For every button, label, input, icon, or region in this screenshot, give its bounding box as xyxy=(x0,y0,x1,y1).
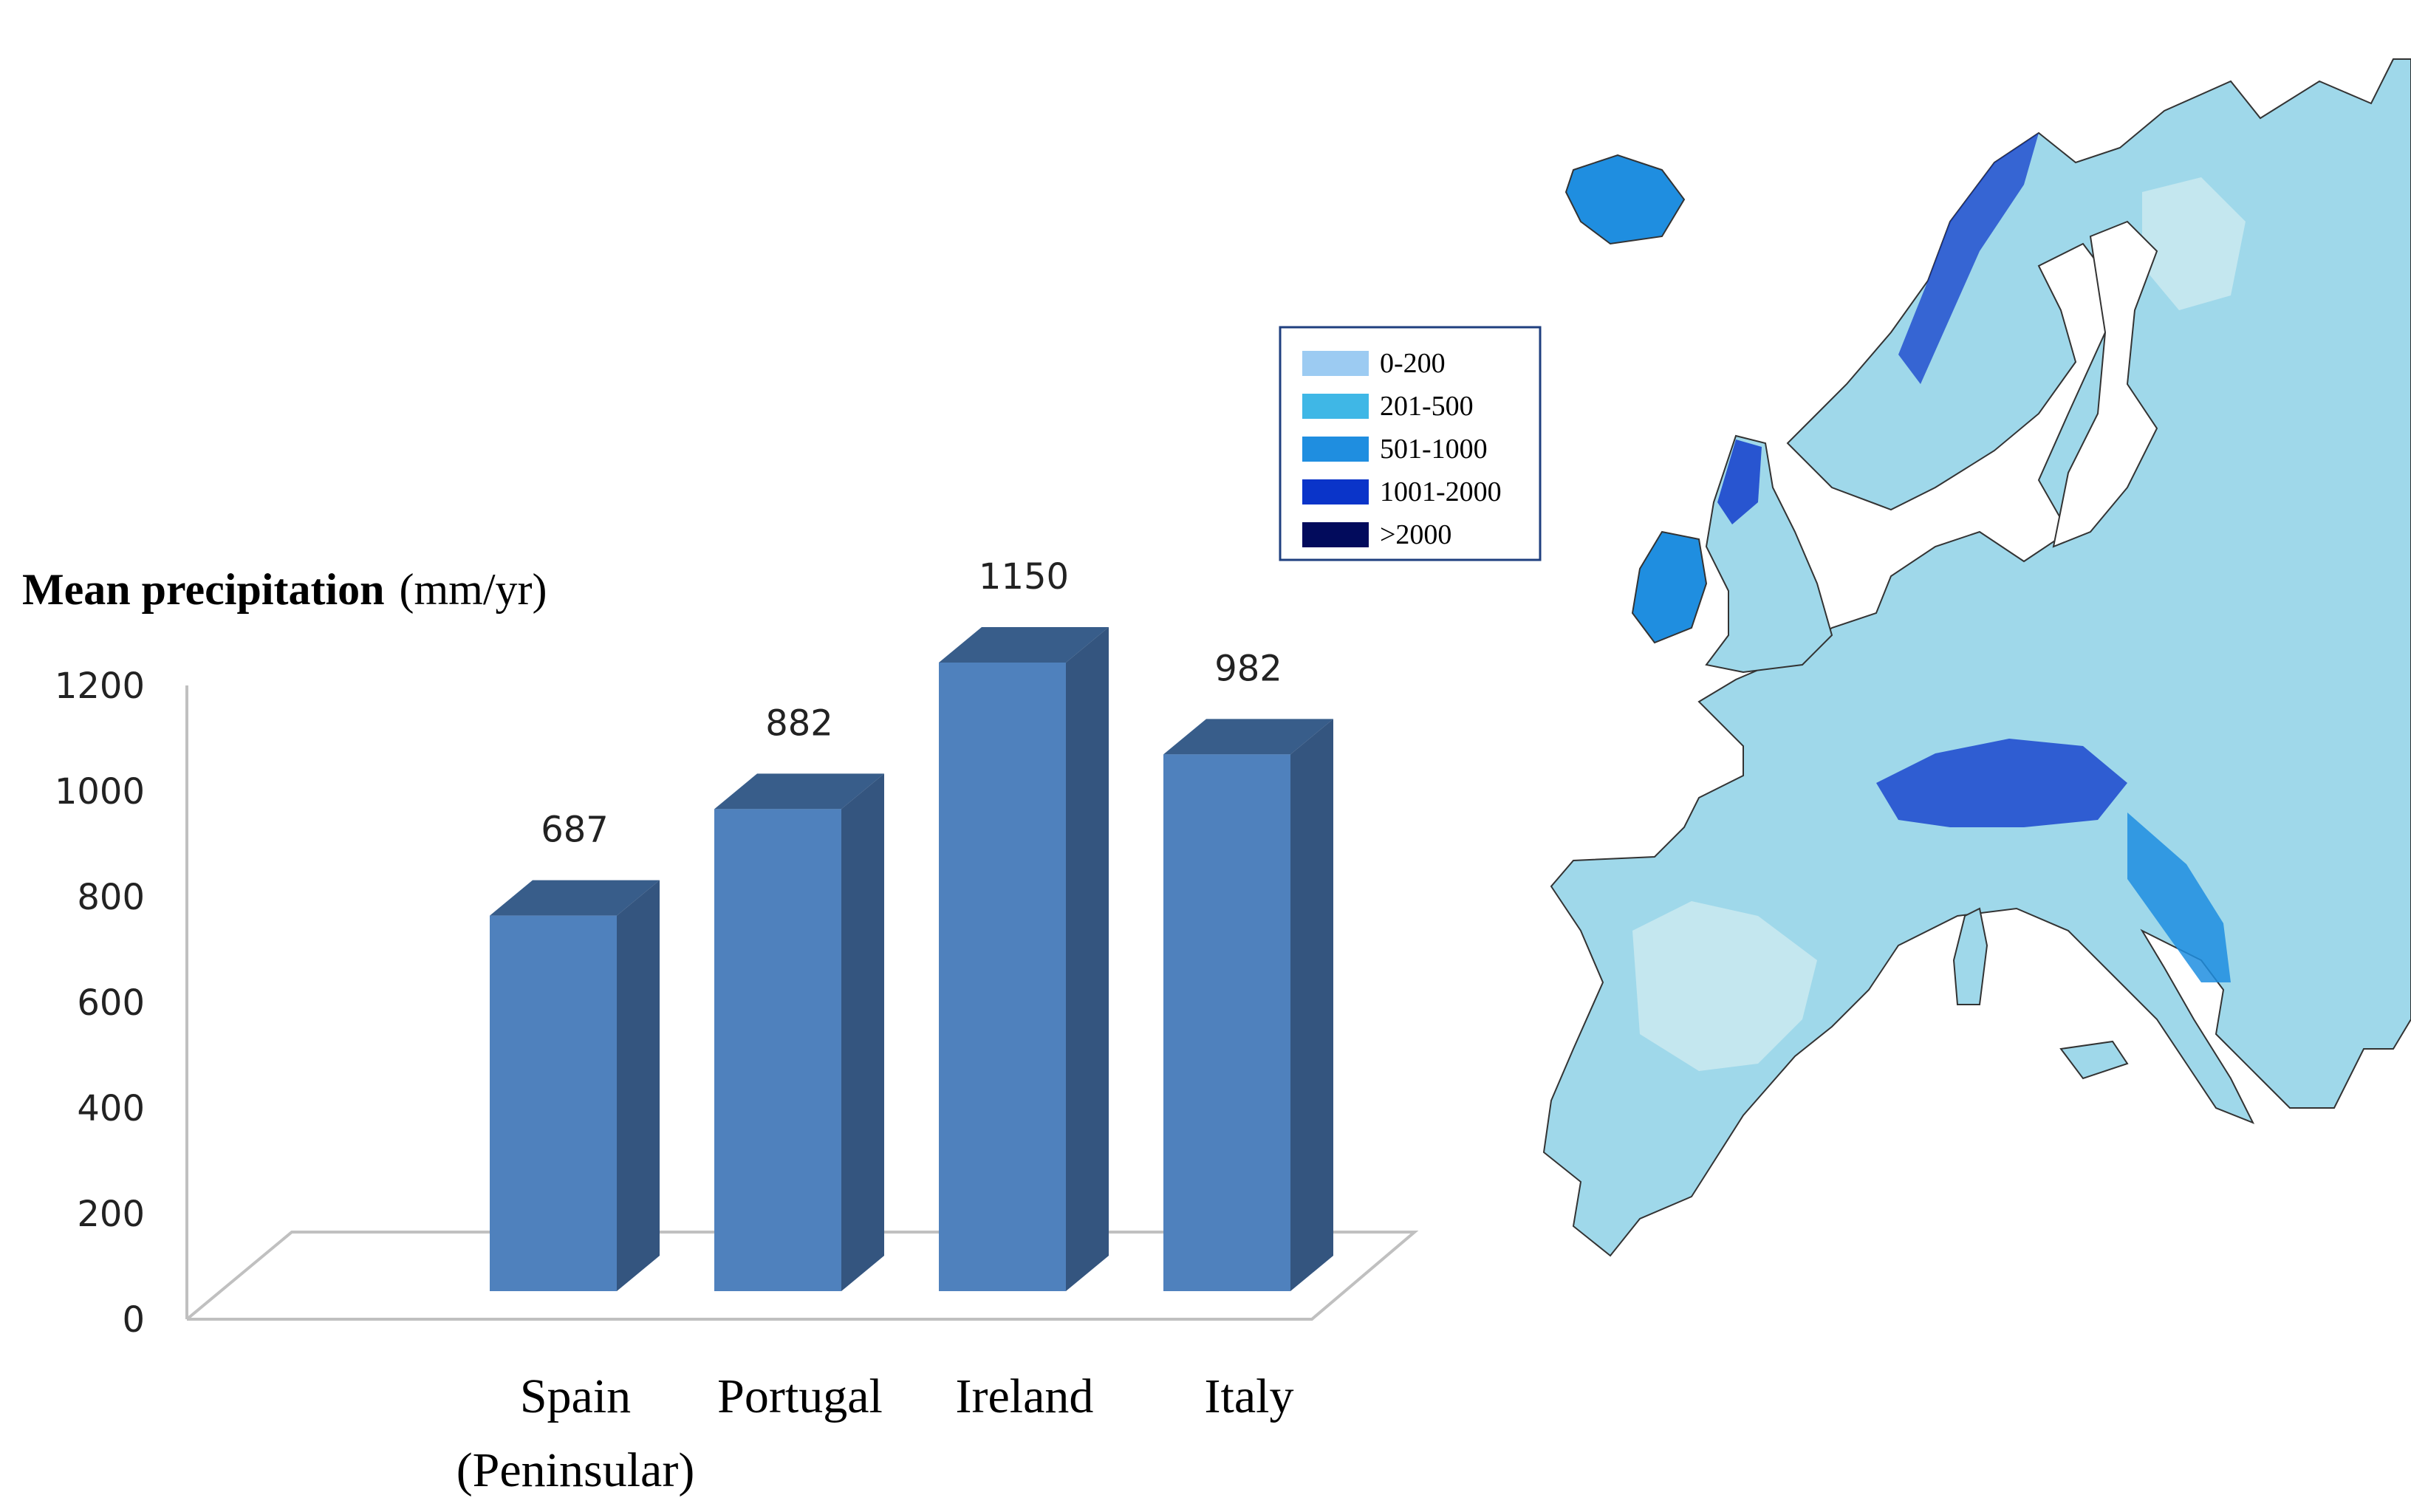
map-land-iceland xyxy=(1564,154,1686,245)
y-tick-labels: 0 200 400 600 800 1000 1200 xyxy=(55,666,145,1341)
y-tick-label: 400 xyxy=(77,1088,145,1129)
bar-top-face xyxy=(939,627,1109,663)
legend-label: 0-200 xyxy=(1380,348,1446,379)
map-land-corsica-sardinia xyxy=(1952,907,1988,1005)
legend-swatch xyxy=(1302,479,1369,504)
chart-title-main: Mean precipitation xyxy=(22,565,385,614)
legend-swatch xyxy=(1302,351,1369,376)
x-tick-label: Ireland xyxy=(956,1369,1094,1423)
map-legend: 0-200 201-500 501-1000 1001-2000 >2000 xyxy=(1279,326,1542,561)
legend-swatch xyxy=(1302,437,1369,462)
y-tick-label: 1000 xyxy=(55,771,145,813)
legend-label: 501-1000 xyxy=(1380,434,1488,465)
map-wet-norway xyxy=(1898,133,2039,384)
europe-map xyxy=(1542,58,2411,1257)
y-tick-label: 800 xyxy=(77,877,145,918)
map-wet-scotland xyxy=(1717,439,1762,524)
bar xyxy=(490,880,660,1291)
bar-front-face xyxy=(1163,754,1290,1291)
map-legend-items: 0-200 201-500 501-1000 1001-2000 >2000 xyxy=(1302,348,1502,550)
data-label: 687 xyxy=(541,810,609,851)
bar-front-face xyxy=(490,915,617,1291)
x-tick-label: Italy xyxy=(1205,1369,1294,1423)
data-label: 1150 xyxy=(979,556,1069,598)
bar xyxy=(939,627,1109,1291)
y-tick-label: 600 xyxy=(77,982,145,1024)
bar xyxy=(714,773,884,1291)
bar-top-face xyxy=(1163,719,1333,755)
map-land-great-britain xyxy=(1705,434,1833,674)
map-baltic-sea xyxy=(2052,220,2158,548)
bar-side-face xyxy=(1066,627,1109,1291)
map-wet-alps xyxy=(1876,739,2127,827)
map-wet-balkans xyxy=(2127,813,2231,982)
legend-label: >2000 xyxy=(1380,519,1451,550)
map-land-sicily xyxy=(2059,1040,2129,1080)
chart-title: Mean precipitation (mm/yr) xyxy=(22,565,547,614)
data-labels: 687 882 1150 982 xyxy=(541,556,1282,851)
y-tick-label: 1200 xyxy=(55,666,145,707)
bar xyxy=(1163,719,1333,1291)
y-tick-label: 200 xyxy=(77,1194,145,1235)
legend-label: 201-500 xyxy=(1380,391,1474,422)
bar-front-face xyxy=(714,809,841,1291)
legend-swatch xyxy=(1302,522,1369,547)
data-label: 982 xyxy=(1214,648,1282,689)
legend-swatch xyxy=(1302,394,1369,419)
map-dry-iberia xyxy=(1632,901,1817,1071)
y-tick-label: 0 xyxy=(122,1299,145,1341)
floor-outline xyxy=(185,1231,1419,1321)
legend-label: 1001-2000 xyxy=(1380,476,1502,507)
bar-top-face xyxy=(714,773,884,810)
bar-top-face xyxy=(490,880,660,916)
map-land-ireland xyxy=(1631,530,1708,644)
chart-axes xyxy=(185,685,1419,1321)
x-tick-labels: Spain (Peninsular) Portugal Ireland Italy xyxy=(456,1369,1294,1497)
map-dry-finland xyxy=(2142,177,2246,310)
bar-front-face xyxy=(939,663,1066,1291)
x-tick-label: Portugal xyxy=(717,1369,883,1423)
x-tick-label: (Peninsular) xyxy=(456,1443,695,1497)
x-tick-label: Spain xyxy=(520,1369,631,1423)
bars xyxy=(490,627,1333,1291)
bar-side-face xyxy=(1290,719,1333,1291)
data-label: 882 xyxy=(765,702,833,744)
bar-side-face xyxy=(617,880,660,1291)
chart-title-unit: (mm/yr) xyxy=(400,565,547,614)
bar-side-face xyxy=(841,773,884,1291)
